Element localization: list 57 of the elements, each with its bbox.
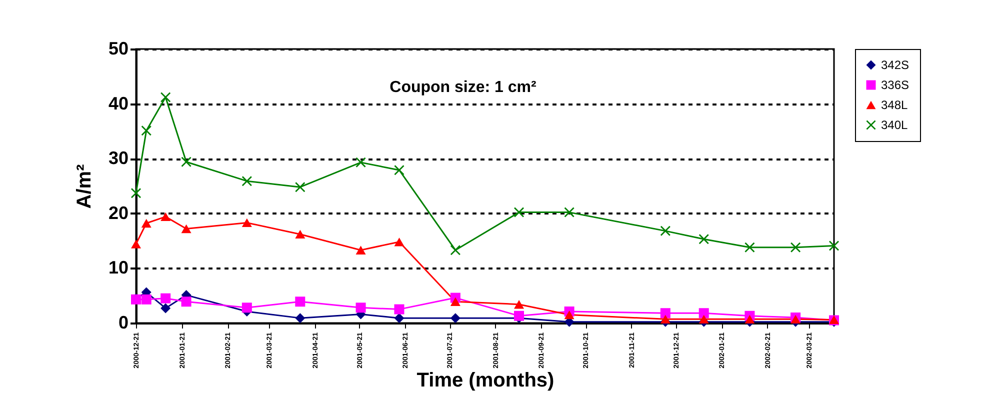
point (181, 156, 192, 167)
point (564, 310, 574, 320)
point (698, 314, 709, 324)
point (698, 234, 709, 244)
point (160, 303, 171, 314)
y-tick-label: 50 (108, 38, 128, 58)
point (744, 242, 755, 252)
point (181, 224, 192, 234)
legend-label: 340L (881, 118, 908, 132)
point (394, 238, 404, 246)
point (790, 242, 801, 252)
point (242, 176, 252, 186)
point (514, 310, 524, 321)
point (356, 246, 366, 254)
point (660, 226, 670, 236)
point (242, 302, 252, 313)
point (295, 296, 306, 307)
point (514, 207, 524, 218)
x-axis-title: Time (months) (416, 369, 554, 392)
point (698, 308, 709, 318)
point (394, 313, 404, 324)
y-tick-label: 0 (118, 312, 128, 332)
legend-label: 348L (881, 98, 908, 112)
legend-label: 342S (881, 58, 910, 72)
point (514, 300, 524, 309)
point (450, 245, 460, 256)
point (160, 92, 171, 102)
point (141, 294, 152, 304)
point (356, 157, 366, 168)
point (450, 297, 460, 306)
point (131, 240, 141, 248)
point (356, 302, 366, 313)
annotation: Coupon size: 1 cm² (390, 79, 536, 96)
point (660, 314, 670, 324)
y-tick-label: 40 (108, 93, 128, 114)
y-tick-label: 30 (108, 148, 128, 168)
y-axis-title: A/m² (73, 164, 96, 209)
point (141, 126, 152, 136)
point (295, 230, 306, 239)
point (160, 212, 171, 222)
point (295, 182, 306, 192)
point (295, 313, 306, 324)
point (564, 207, 574, 218)
point (450, 313, 460, 324)
point (394, 304, 404, 314)
point (181, 296, 192, 307)
point (394, 165, 404, 176)
y-tick-label: 20 (108, 202, 128, 223)
point (242, 218, 252, 228)
point (131, 188, 141, 198)
point (744, 314, 755, 324)
point (829, 240, 839, 251)
point (160, 293, 171, 304)
point (141, 218, 152, 228)
point (660, 308, 670, 318)
legend-label: 336S (881, 78, 910, 92)
y-tick-label: 10 (108, 258, 128, 278)
